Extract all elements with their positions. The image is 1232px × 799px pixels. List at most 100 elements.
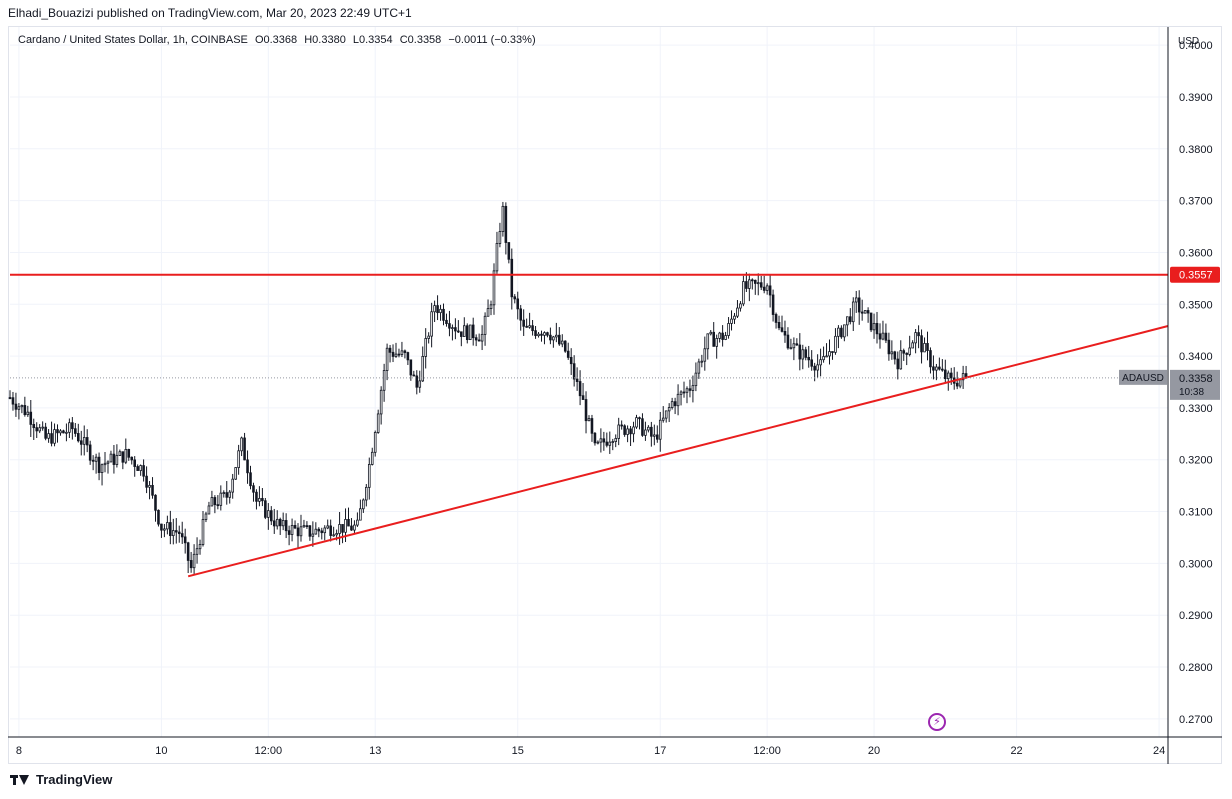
candle-body [946,372,950,380]
candle-body [896,358,900,370]
candle-body [751,279,754,282]
candle-body [460,331,463,337]
y-tick-label: 0.4000 [1179,40,1213,52]
footer-brand[interactable]: TradingView [10,772,112,787]
candle-body [275,518,279,527]
candle-body [77,433,80,442]
candle-body [923,343,926,353]
y-tick-label: 0.3700 [1179,196,1213,208]
candle-body [792,343,796,349]
candle-body [391,351,395,357]
candle-body [249,472,252,487]
candle-body [801,349,805,360]
candle-body [590,418,594,434]
candle-body [436,305,439,314]
x-tick-label: 10 [155,745,167,757]
candle-body [177,531,181,535]
y-tick-label: 0.3900 [1179,92,1213,104]
candle-body [730,318,733,324]
candle-body [780,327,784,332]
candle-body [825,355,828,358]
candle-body [299,526,303,537]
candle-body [121,451,125,463]
candle-body [908,347,911,355]
candle-body [920,335,923,353]
candle-body [136,466,139,471]
candle-body [468,324,472,341]
candle-body [887,339,891,355]
candle-body [932,366,935,371]
candle-body [537,333,540,337]
candle-body [709,331,713,335]
candle-body [700,360,704,363]
candle-body [142,465,145,477]
candle-body [47,433,50,439]
candle-body [560,340,564,345]
candle-body [647,426,650,431]
candle-body [451,327,454,330]
candle-body [955,382,959,387]
bolt-icon[interactable]: ⚡ [928,713,946,731]
candle-body [385,347,389,371]
candle-body [32,424,36,429]
x-tick-label: 24 [1153,745,1165,757]
candle-body [736,307,739,317]
last-price-label-bg [1170,369,1220,400]
candle-body [549,334,552,341]
candle-body [20,405,24,408]
candle-body [320,530,324,534]
candle-body [397,353,401,356]
candle-body [261,498,264,502]
bar-countdown-label: 10:38 [1179,387,1204,398]
candle-body [406,352,410,361]
candle-body [344,519,347,533]
candle-body [617,424,620,439]
candle-body [715,338,718,347]
candle-body [148,484,151,488]
candle-body [145,475,148,488]
candle-body [412,374,416,377]
candle-body [157,509,160,525]
candle-body [394,353,398,357]
candle-body [433,305,436,313]
candle-body [846,316,849,326]
candle-body [287,530,291,535]
candle-body [308,525,312,537]
candle-body [59,430,62,434]
candle-body [581,395,585,400]
candle-body [552,336,555,341]
candle-body [379,389,383,415]
candle-body [471,324,475,339]
candle-body [302,525,306,528]
legend-low: L0.3354 [352,34,393,46]
legend-symbol[interactable]: Cardano / United States Dollar, 1h, COIN… [18,34,248,46]
candle-body [207,505,211,515]
candle-body [840,327,843,338]
candle-body [367,464,371,488]
candle-body [914,332,917,344]
candle-body [151,484,154,496]
candle-body [112,453,116,465]
candle-body [546,332,549,336]
candle-body [572,363,576,380]
candle-body [641,418,644,436]
x-tick-label: 12:00 [753,745,781,757]
candle-body [611,441,615,443]
candle-body [739,303,742,309]
candle-body [938,366,941,370]
candle-body [587,418,591,422]
candle-body [661,417,665,421]
candle-body [531,325,534,332]
candle-body [365,486,368,501]
candle-body [860,311,864,314]
candle-body [626,428,629,435]
candle-body [335,533,338,536]
axis-layer: 0.4000 0.3900 0.3800 0.3700 0.3600 0.3500 0.34… [8,27,1222,764]
candle-body [400,350,404,355]
candle-body [62,430,65,434]
candle-body [373,432,377,453]
candle-body [813,365,816,371]
candle-body [667,407,671,412]
candle-body [463,325,466,337]
